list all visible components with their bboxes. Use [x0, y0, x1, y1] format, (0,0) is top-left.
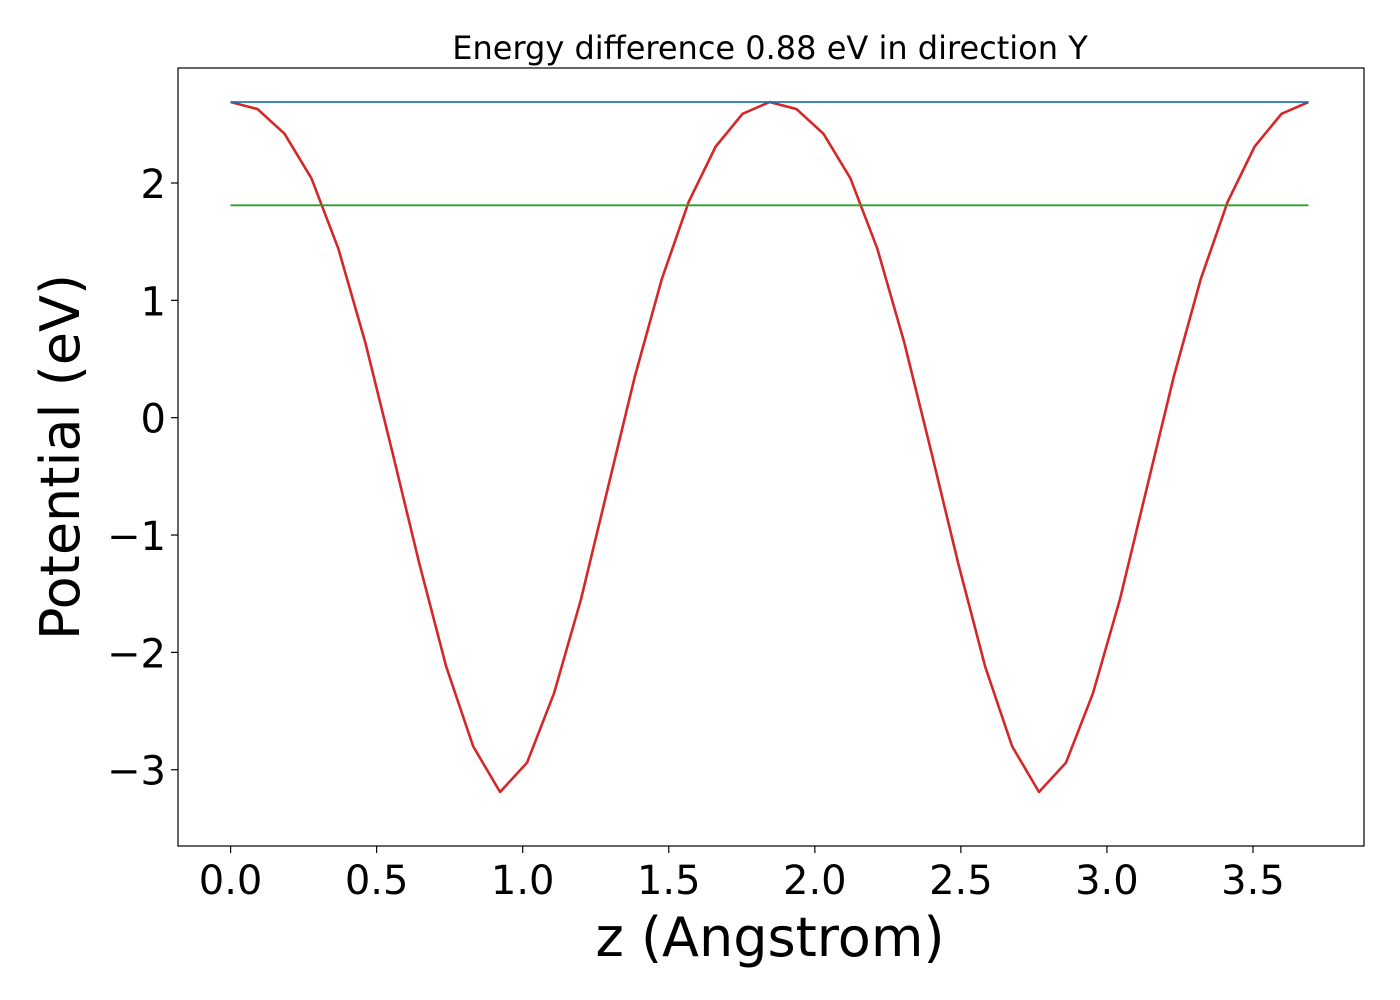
- x-tick-label: 2.0: [783, 858, 847, 904]
- y-axis-label: Potential (eV): [29, 274, 92, 640]
- y-tick-label: −3: [107, 749, 166, 795]
- y-axis: −3 −2 −1 0 1 2: [107, 162, 178, 795]
- x-tick-label: 3.5: [1221, 858, 1285, 904]
- y-tick-label: 0: [141, 397, 166, 443]
- y-tick-label: 2: [141, 162, 166, 208]
- x-axis: 0.0 0.5 1.0 1.5 2.0 2.5 3.0 3.5: [199, 846, 1285, 904]
- y-tick-label: 1: [141, 279, 166, 325]
- chart-title: Energy difference 0.88 eV in direction Y: [452, 29, 1088, 67]
- x-axis-label: z (Angstrom): [595, 906, 944, 969]
- x-tick-label: 2.5: [929, 858, 993, 904]
- x-tick-label: 0.0: [199, 858, 263, 904]
- x-tick-label: 3.0: [1075, 858, 1139, 904]
- x-tick-label: 1.5: [637, 858, 701, 904]
- x-tick-label: 0.5: [345, 858, 409, 904]
- axes-frame: [177, 67, 1365, 847]
- x-tick-label: 1.0: [491, 858, 555, 904]
- plot-area: [230, 100, 1310, 794]
- y-tick-label: −1: [107, 514, 166, 560]
- y-tick-label: −2: [107, 631, 166, 677]
